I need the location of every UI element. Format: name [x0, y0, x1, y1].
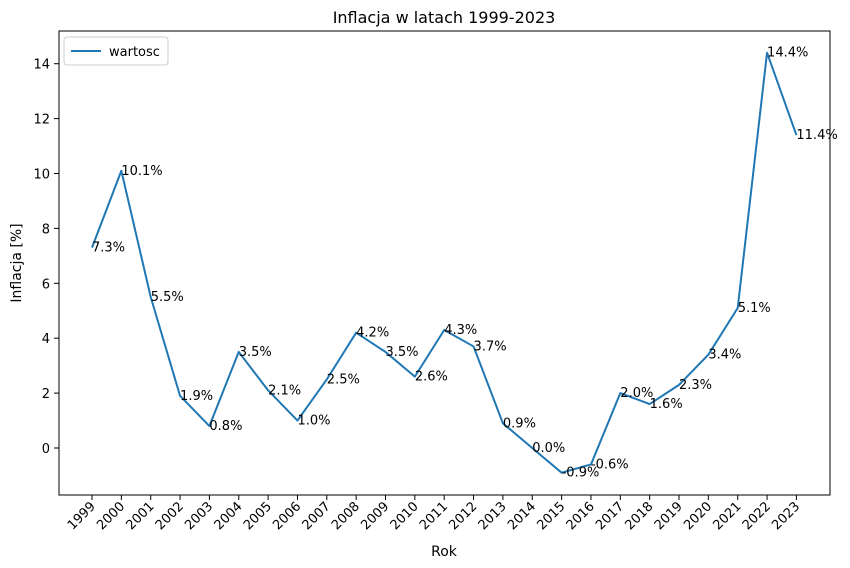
data-labels: 7.3% 10.1% 5.5% 1.9% 0.8% 3.5% 2.1% 1.0% 2.5% 4.2…: [92, 46, 838, 481]
data-label: 11.4%: [796, 128, 837, 143]
data-label: 2.6%: [415, 370, 448, 385]
data-label: -0.6%: [591, 457, 629, 472]
data-label: 1.6%: [650, 397, 683, 412]
legend: wartosc: [63, 36, 169, 66]
y-tick-label: 2: [42, 387, 50, 402]
data-label: 2.1%: [268, 383, 301, 398]
y-tick-label: 10: [33, 168, 50, 183]
data-label: 3.4%: [708, 348, 741, 363]
chart-title: Inflacja w latach 1999-2023: [333, 8, 556, 27]
y-tick-label: 14: [33, 58, 50, 73]
data-label: 5.5%: [151, 290, 184, 305]
data-label: 3.5%: [386, 345, 419, 360]
legend-box: [63, 36, 169, 66]
y-tick-label: 12: [33, 113, 50, 128]
data-label: 1.9%: [180, 389, 213, 404]
y-tick-label: 4: [42, 332, 50, 347]
data-label: 5.1%: [738, 301, 771, 316]
data-label: 3.7%: [474, 339, 507, 354]
y-tick-label: 0: [42, 442, 50, 457]
data-label: 4.2%: [356, 326, 389, 341]
data-label: -0.9%: [562, 466, 600, 481]
data-label: 14.4%: [767, 46, 808, 61]
series-layer: [91, 51, 798, 474]
x-axis-title: Rok: [431, 544, 458, 560]
y-tick-label: 6: [42, 277, 50, 292]
data-label: 4.3%: [444, 323, 477, 338]
data-label: 10.1%: [121, 164, 162, 179]
data-label: 0.0%: [532, 441, 565, 456]
data-label: 1.0%: [297, 414, 330, 429]
data-label: 2.0%: [620, 386, 653, 401]
data-label: 0.8%: [209, 419, 242, 434]
y-tick-label: 8: [42, 222, 50, 237]
data-label: 7.3%: [92, 241, 125, 256]
y-axis-title: Inflacja [%]: [9, 223, 25, 302]
data-label: 3.5%: [239, 345, 272, 360]
legend-label: wartosc: [109, 45, 160, 60]
data-label: 2.3%: [679, 378, 712, 393]
data-label: 0.9%: [503, 416, 536, 431]
data-label: 2.5%: [327, 372, 360, 387]
y-axis: 0 2 4 6 8 10 12 14: [33, 58, 59, 457]
